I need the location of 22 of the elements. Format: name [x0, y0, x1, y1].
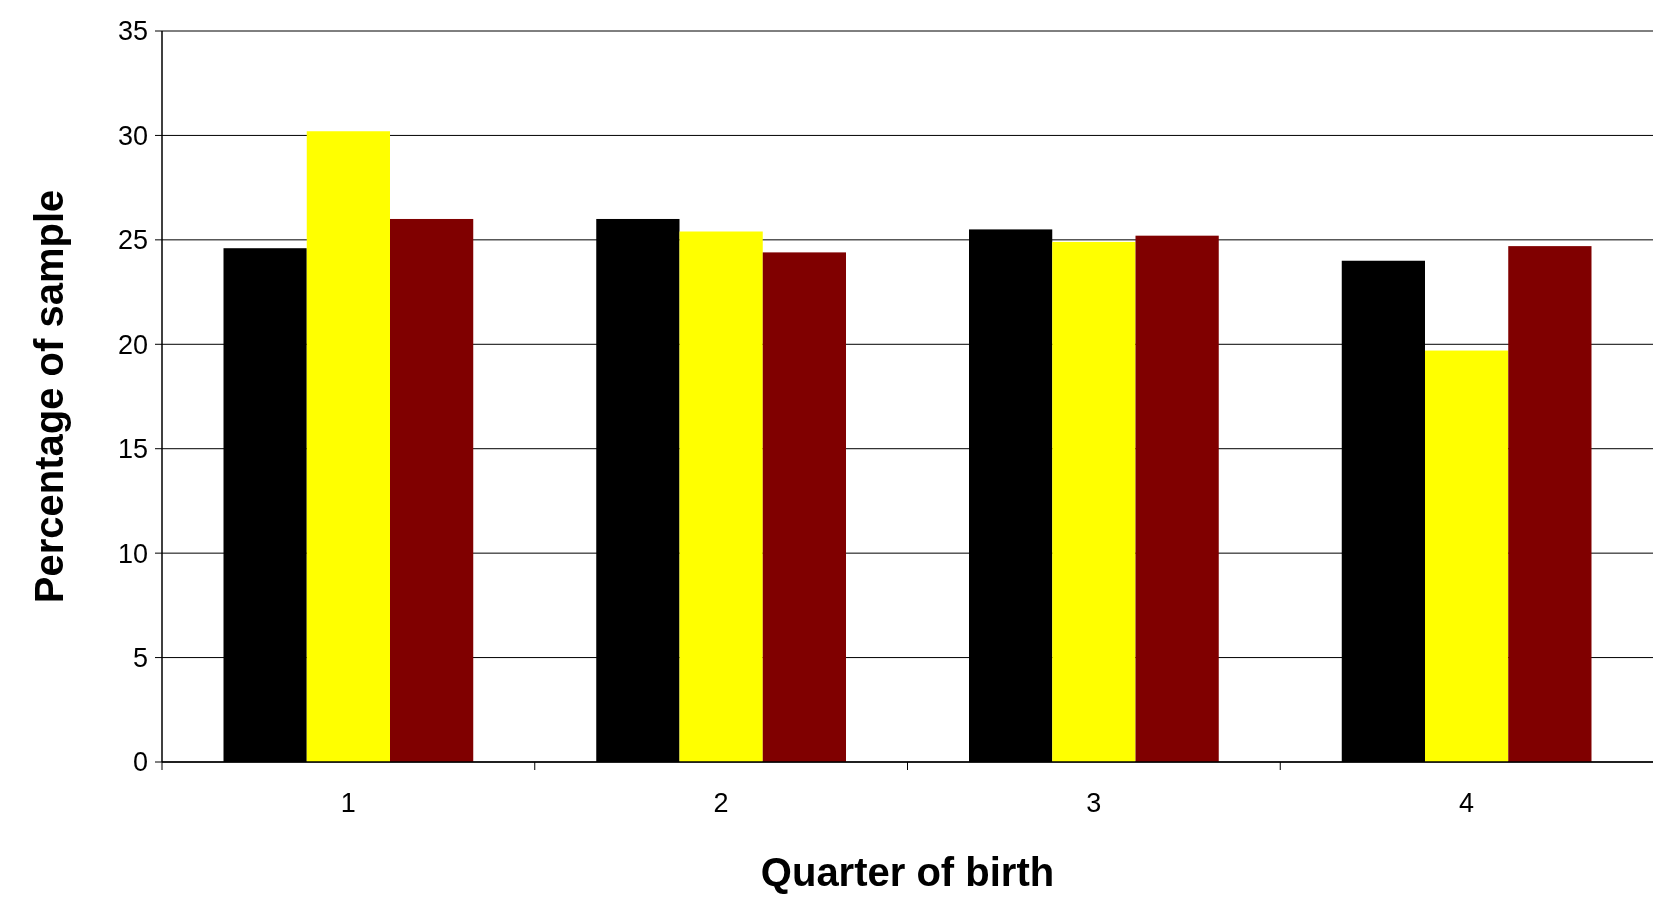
x-tick-label: 1: [340, 788, 356, 818]
y-axis-title: Percentage of sample: [27, 189, 71, 604]
bar: [1135, 235, 1219, 762]
y-tick-label: 25: [117, 225, 148, 256]
y-tick-label: 20: [117, 329, 148, 360]
bar: [1052, 241, 1136, 762]
bar: [1425, 350, 1509, 762]
x-tick-label: 4: [1459, 788, 1475, 818]
x-tick-label: 3: [1086, 788, 1102, 818]
bar: [762, 252, 846, 762]
y-tick-label: 30: [117, 120, 148, 151]
y-tick-label: 15: [117, 434, 148, 465]
bar: [306, 131, 390, 762]
bar: [390, 218, 474, 762]
y-tick-label: 10: [117, 538, 148, 569]
y-tick-label: 5: [132, 643, 148, 674]
y-tick-label: 0: [132, 747, 148, 778]
bar: [679, 231, 763, 762]
y-tick-label: 35: [117, 16, 148, 47]
bar: [1508, 246, 1592, 762]
x-tick-label: 2: [713, 788, 729, 818]
x-axis-title: Quarter of birth: [760, 850, 1055, 894]
